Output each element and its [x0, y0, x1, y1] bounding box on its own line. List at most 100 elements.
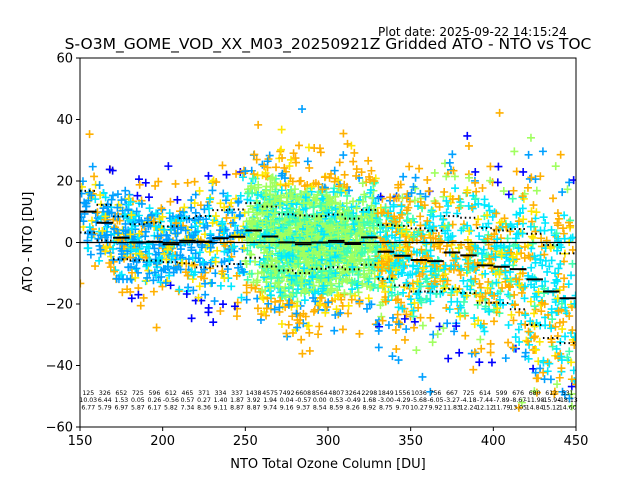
data-point: [127, 245, 136, 254]
data-point: [336, 308, 345, 317]
data-point: [419, 264, 428, 273]
data-point: [539, 356, 548, 365]
data-point: [540, 300, 549, 309]
data-point: [119, 226, 128, 235]
data-point: [316, 148, 325, 157]
data-point: [392, 194, 401, 203]
data-point: [111, 266, 120, 275]
bin-mean-label: 1.94: [263, 397, 277, 404]
data-point: [347, 295, 356, 304]
data-point: [408, 214, 417, 223]
data-point: [557, 364, 566, 373]
data-point: [532, 374, 541, 383]
bin-mean-label: -3.27: [444, 397, 460, 404]
data-point: [365, 172, 374, 181]
data-point: [80, 198, 89, 207]
data-point: [236, 211, 245, 220]
data-point: [407, 307, 416, 316]
data-point: [478, 249, 486, 258]
data-point: [225, 254, 234, 263]
data-point: [284, 226, 293, 235]
data-point: [135, 229, 144, 238]
data-point: [410, 232, 419, 241]
data-point: [423, 175, 432, 184]
data-point: [333, 267, 342, 276]
data-point: [332, 305, 341, 314]
data-point: [139, 293, 148, 302]
data-point: [286, 155, 295, 164]
data-point: [424, 187, 433, 196]
scatter-layer: [80, 105, 576, 412]
data-point: [448, 195, 457, 204]
data-point: [518, 204, 527, 213]
data-point: [251, 284, 260, 293]
data-point: [463, 221, 472, 230]
data-point: [260, 231, 269, 240]
data-point: [211, 257, 220, 266]
data-point: [318, 185, 327, 194]
data-point: [287, 275, 296, 284]
data-point: [530, 333, 539, 342]
data-point: [228, 244, 237, 253]
data-point: [292, 158, 301, 167]
data-point: [452, 322, 461, 331]
data-point: [149, 276, 158, 285]
data-point: [289, 149, 298, 158]
data-point: [326, 256, 335, 265]
bin-std-label: 8.87: [247, 404, 261, 411]
data-point: [381, 297, 390, 306]
data-point: [98, 226, 107, 235]
data-point: [402, 206, 411, 215]
data-point: [445, 158, 454, 167]
data-point: [326, 279, 335, 288]
data-point: [113, 229, 122, 238]
data-point: [127, 211, 136, 220]
data-point: [369, 221, 378, 230]
bin-count-label: 4807: [328, 390, 344, 397]
data-point: [374, 283, 383, 292]
data-point: [410, 196, 419, 205]
data-point: [512, 210, 521, 219]
data-point: [414, 202, 423, 211]
data-point: [461, 331, 470, 340]
data-point: [530, 387, 539, 396]
data-point: [232, 312, 241, 321]
data-point: [543, 367, 552, 376]
data-point: [416, 313, 425, 322]
data-point: [171, 179, 180, 188]
bin-std-label: 9.70: [396, 404, 410, 411]
data-point: [478, 292, 487, 301]
data-point: [564, 280, 573, 289]
data-point: [152, 323, 161, 332]
data-point: [498, 283, 507, 292]
x-tick-label: 250: [233, 434, 258, 449]
data-point: [402, 325, 411, 334]
data-point: [262, 278, 271, 287]
data-point: [493, 304, 502, 313]
data-point: [532, 186, 541, 195]
data-point: [450, 327, 459, 336]
data-point: [536, 364, 545, 373]
data-point: [232, 271, 241, 280]
data-point: [384, 321, 393, 330]
data-point: [179, 207, 188, 216]
data-point: [565, 347, 574, 356]
y-axis: −60 −40 −20 0 20 40 60: [46, 52, 80, 436]
data-point: [295, 141, 304, 150]
data-point: [293, 285, 302, 294]
data-point: [180, 203, 189, 212]
data-point: [187, 203, 196, 212]
data-point: [531, 368, 540, 377]
data-point: [264, 299, 273, 308]
data-point: [292, 289, 301, 298]
data-point: [205, 195, 214, 204]
data-point: [399, 172, 408, 181]
bin-std-label: 8.26: [346, 404, 360, 411]
data-point: [165, 271, 174, 280]
bin-count-label: 1849: [378, 390, 394, 397]
data-point: [88, 162, 97, 171]
data-point: [229, 218, 238, 227]
data-point: [538, 147, 547, 156]
data-point: [296, 176, 305, 185]
